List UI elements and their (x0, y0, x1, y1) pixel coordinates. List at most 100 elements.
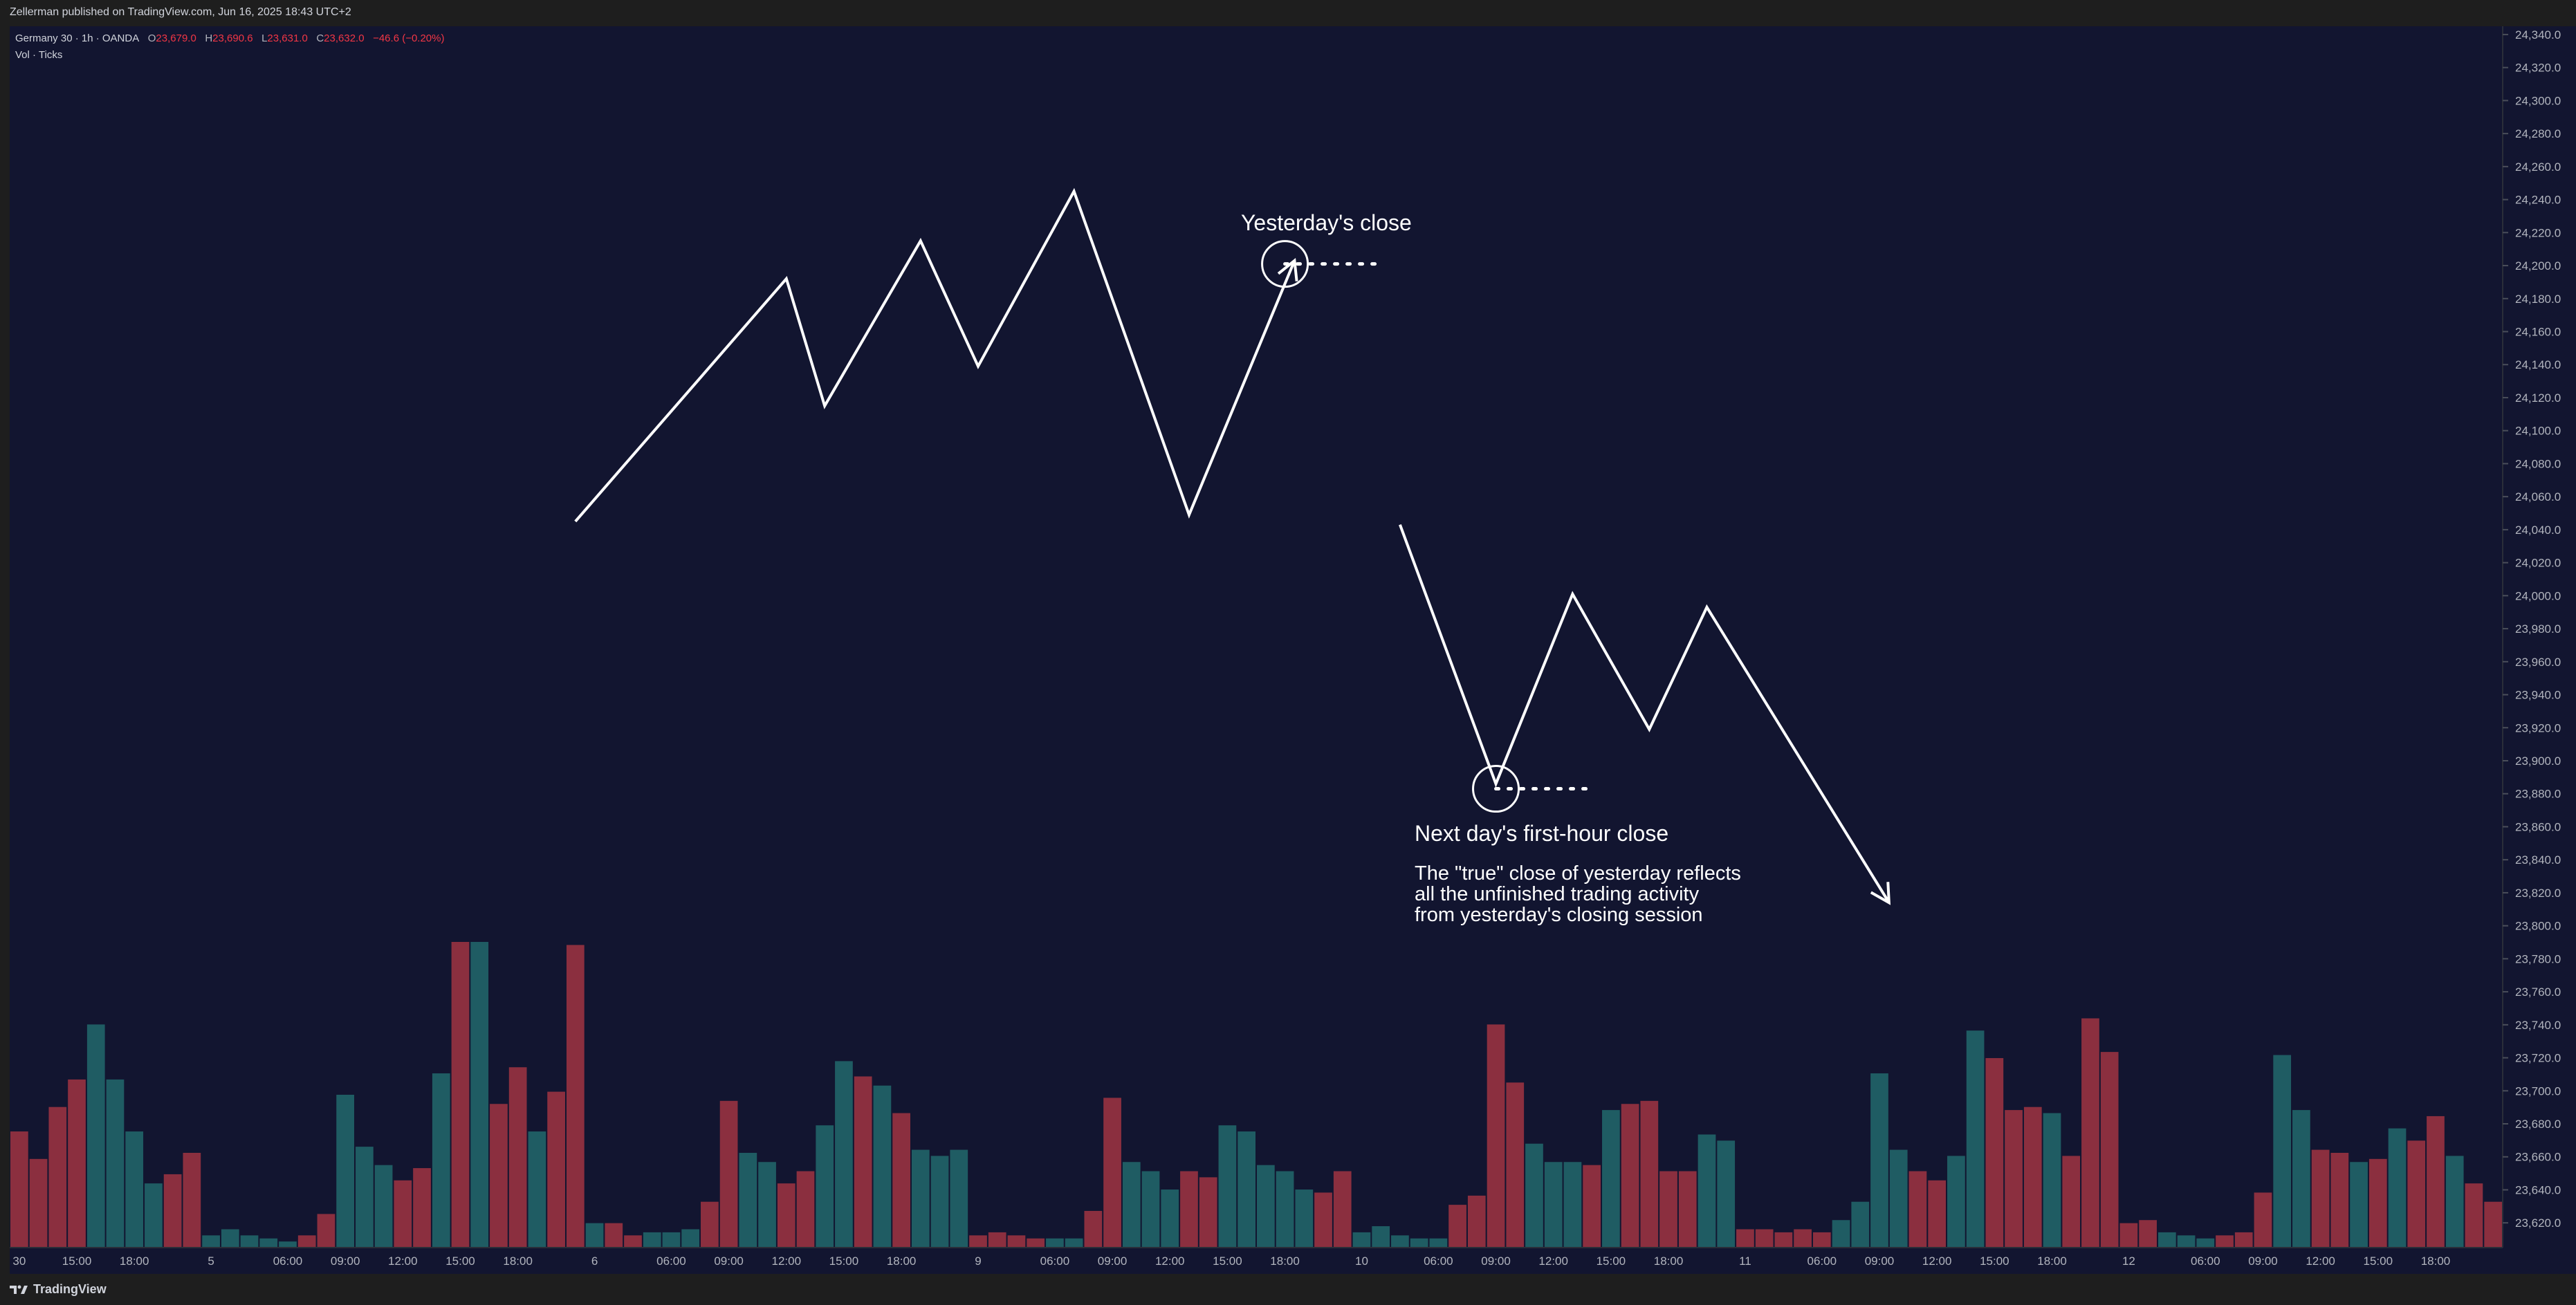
volume-bar (240, 1235, 259, 1248)
volume-bar (2330, 1152, 2349, 1248)
volume-bar (145, 1183, 163, 1248)
price-tick-label: 24,280.0 (2515, 127, 2561, 140)
price-tick-label: 24,040.0 (2515, 524, 2561, 537)
time-tick-label: 6 (591, 1255, 598, 1268)
publisher-bar: Zellerman published on TradingView.com, … (0, 0, 2576, 26)
price-tick-label: 24,020.0 (2515, 557, 2561, 570)
time-axis-background[interactable] (10, 1248, 2503, 1274)
volume-bar (279, 1241, 297, 1248)
volume-bar (2023, 1107, 2042, 1248)
volume-bar (297, 1235, 316, 1248)
price-path-day1[interactable] (574, 187, 1296, 523)
price-tick-label: 23,620.0 (2515, 1216, 2561, 1230)
volume-bar (854, 1076, 872, 1248)
price-axis[interactable]: 23,620.0 23,640.0 23,660.0 23,680.0 23,700.0… (2503, 28, 2561, 1230)
volume-bar (86, 1024, 105, 1248)
legend-volume-label[interactable]: Vol · Ticks (15, 49, 63, 61)
time-tick-label: 15:00 (1597, 1255, 1626, 1268)
volume-bar (183, 1152, 201, 1248)
price-tick-label: 24,340.0 (2515, 28, 2561, 41)
volume-bar (1908, 1171, 1927, 1248)
price-tick-label: 23,980.0 (2515, 622, 2561, 636)
time-tick-label: 06:00 (1040, 1255, 1070, 1268)
tradingview-logo-icon (10, 1285, 28, 1294)
volume-bar (2100, 1052, 2119, 1248)
volume-bar (2177, 1235, 2196, 1248)
volume-bar (835, 1061, 853, 1248)
time-tick-label: 18:00 (2421, 1255, 2451, 1268)
next-day-close-circle[interactable] (1472, 765, 1520, 813)
volume-bar (202, 1235, 220, 1248)
explanation-line-3: from yesterday's closing session (1415, 904, 1703, 926)
price-tick-label: 23,660.0 (2515, 1151, 2561, 1164)
volume-bar (1007, 1235, 1026, 1248)
price-tick-label: 24,180.0 (2515, 293, 2561, 306)
legend-high-value: 23,690.6 (212, 33, 253, 44)
legend-low-value: 23,631.0 (267, 33, 308, 44)
volume-bar (2005, 1110, 2023, 1248)
volume-bar (2292, 1110, 2310, 1248)
volume-bar (2273, 1055, 2292, 1248)
time-tick-label: 10 (1355, 1255, 1368, 1268)
volume-bar (394, 1180, 412, 1248)
volume-bar (969, 1235, 987, 1248)
yesterdays-close-circle[interactable] (1261, 240, 1309, 288)
price-tick-label: 23,720.0 (2515, 1052, 2561, 1065)
volume-bar (1103, 1098, 1121, 1248)
tradingview-brand[interactable]: TradingView (10, 1282, 107, 1297)
legend-symbol[interactable]: Germany 30 · 1h · OANDA (15, 33, 140, 44)
volume-bar (1467, 1195, 1486, 1248)
volume-bar (1870, 1073, 1888, 1248)
time-tick-label: 18:00 (120, 1255, 149, 1268)
time-tick-label: 12:00 (2306, 1255, 2335, 1268)
volume-bar (1602, 1110, 1620, 1248)
time-tick-label: 12:00 (1155, 1255, 1185, 1268)
volume-bar (48, 1107, 67, 1248)
volume-bar (1199, 1177, 1217, 1248)
volume-bar (221, 1229, 239, 1248)
time-tick-label: 06:00 (1807, 1255, 1837, 1268)
time-tick-label: 09:00 (2248, 1255, 2278, 1268)
volume-bar (1640, 1100, 1659, 1248)
volume-bar (585, 1223, 604, 1248)
volume-bar (1832, 1220, 1850, 1248)
price-path-day2[interactable] (1399, 524, 1890, 904)
price-tick-label: 24,000.0 (2515, 589, 2561, 602)
volume-bar (1448, 1205, 1466, 1248)
volume-bar (1314, 1192, 1332, 1248)
volume-bar (1544, 1162, 1563, 1248)
time-tick-label: 15:00 (62, 1255, 92, 1268)
time-tick-label: 15:00 (829, 1255, 859, 1268)
volume-bar (1717, 1140, 1736, 1248)
volume-bar (930, 1156, 949, 1248)
volume-bar (1487, 1024, 1505, 1248)
volume-bar (2196, 1238, 2215, 1248)
volume-bar (1333, 1171, 1352, 1248)
volume-bar (2234, 1232, 2253, 1248)
volume-bar (259, 1238, 278, 1248)
volume-bar (1678, 1171, 1697, 1248)
time-tick-label: 18:00 (503, 1255, 533, 1268)
volume-bar (1352, 1232, 1371, 1248)
time-tick-label: 09:00 (1481, 1255, 1511, 1268)
annotation-text: Yesterday's close Next day's first-hour … (1241, 210, 1741, 926)
volume-bar (336, 1095, 355, 1248)
time-tick-label: 06:00 (1424, 1255, 1453, 1268)
time-axis[interactable]: 30 15:00 18:00 5 06:00 09:00 12:00 15:00 18:00 6 0… (12, 1255, 2450, 1268)
volume-bar (2407, 1140, 2426, 1248)
explanation-line-2: all the unfinished trading activity (1415, 883, 1700, 905)
volume-bar (681, 1229, 700, 1248)
price-tick-label: 24,200.0 (2515, 259, 2561, 272)
volume-bar (796, 1171, 815, 1248)
volume-bar (758, 1162, 776, 1248)
volume-bar (413, 1168, 431, 1248)
volume-bar (988, 1232, 1006, 1248)
volume-bar (1027, 1238, 1045, 1248)
price-axis-background[interactable] (2503, 26, 2576, 1274)
time-tick-label: 15:00 (445, 1255, 475, 1268)
volume-bar (374, 1165, 393, 1248)
price-tick-label: 23,800.0 (2515, 920, 2561, 933)
legend-close-value: 23,632.0 (324, 33, 365, 44)
price-tick-label: 24,220.0 (2515, 226, 2561, 239)
